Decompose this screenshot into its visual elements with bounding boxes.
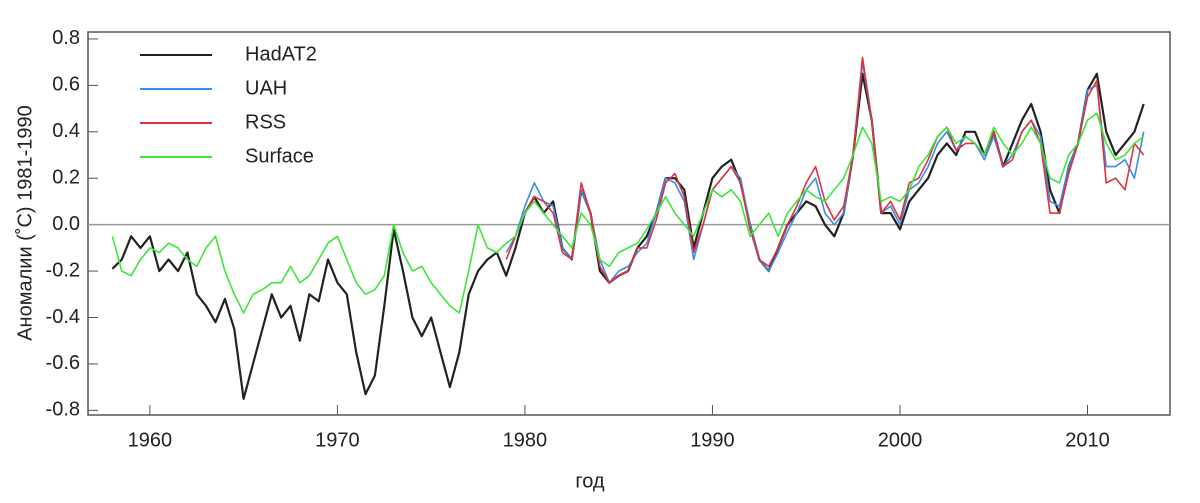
y-tick-label: 0.4 (52, 120, 80, 142)
x-tick-label: 1960 (128, 429, 173, 451)
x-tick-label: 1970 (315, 429, 360, 451)
x-tick-label: 1980 (503, 429, 548, 451)
y-tick-label: -0.4 (46, 306, 80, 328)
legend-label: UAH (245, 77, 287, 99)
legend-label: HadAT2 (245, 43, 317, 65)
series-line (505, 61, 1145, 284)
series-line (111, 112, 1145, 314)
y-axis-title: Аномалии (˚C) 1981-1990 (14, 105, 36, 341)
y-tick-label: -0.2 (46, 259, 80, 281)
x-tick-label: 1990 (690, 429, 735, 451)
y-tick-label: 0.6 (52, 74, 80, 96)
plot-frame (87, 31, 1171, 416)
x-tick-label: 2010 (1065, 429, 1110, 451)
y-tick-label: -0.8 (46, 399, 80, 421)
y-tick-label: -0.6 (46, 352, 80, 374)
legend-label: RSS (245, 111, 286, 133)
y-tick-label: 0.8 (52, 27, 80, 49)
y-tick-label: 0.0 (52, 213, 80, 235)
x-tick-label: 2000 (878, 429, 923, 451)
legend-label: Surface (245, 145, 314, 167)
y-tick-label: 0.2 (52, 167, 80, 189)
x-axis-title: год (575, 470, 605, 492)
